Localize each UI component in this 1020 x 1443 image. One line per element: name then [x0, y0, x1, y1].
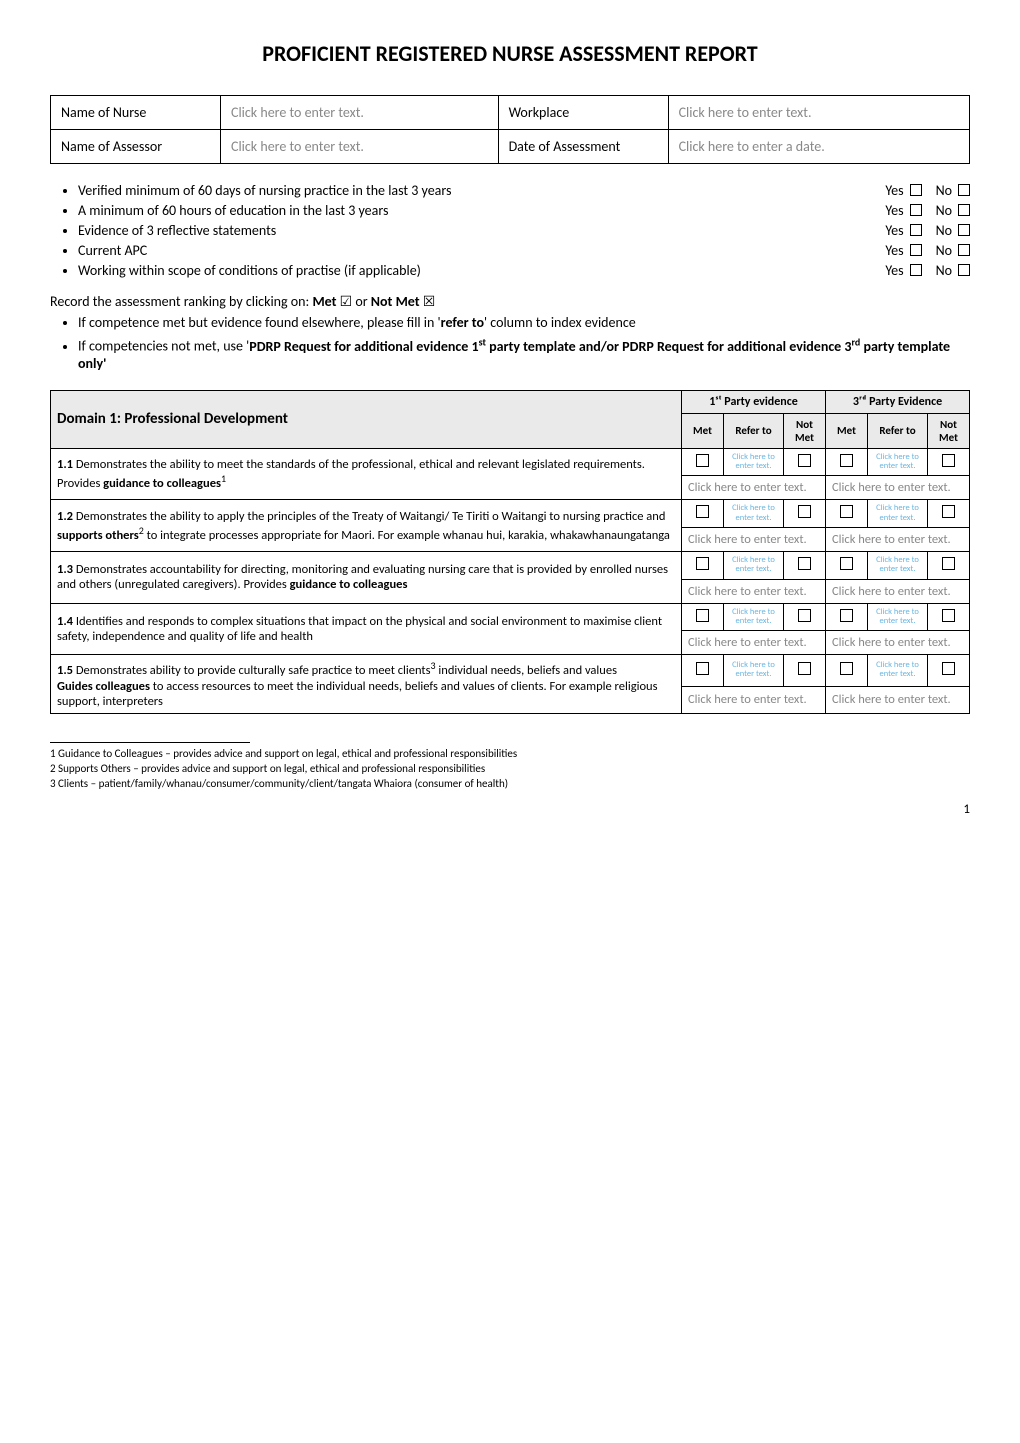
info-label: Name of Nurse [51, 96, 221, 130]
yes-checkbox[interactable] [910, 264, 922, 276]
evidence-entry[interactable]: Click here to enter text. [826, 579, 970, 603]
refer-to-cell[interactable]: Click here to enter text. [724, 552, 784, 580]
note-item: If competence met but evidence found els… [78, 314, 970, 331]
notmet-checkbox[interactable] [784, 448, 826, 476]
competency-matrix: Domain 1: Professional Development 1ˢᵗ P… [50, 390, 970, 714]
record-instruction: Record the assessment ranking by clickin… [50, 293, 970, 310]
evidence-entry[interactable]: Click here to enter text. [682, 528, 826, 552]
evidence-entry[interactable]: Click here to enter text. [826, 686, 970, 713]
notmet-checkbox[interactable] [928, 552, 970, 580]
checklist-item: Current APCYesNo [78, 242, 970, 259]
info-input[interactable]: Click here to enter text. [668, 96, 969, 130]
footnote-line: 1 Guidance to Colleagues – provides advi… [50, 747, 970, 760]
evidence-entry[interactable]: Click here to enter text. [826, 476, 970, 500]
evidence-entry[interactable]: Click here to enter text. [826, 631, 970, 655]
checklist-text: Evidence of 3 reflective statements [78, 222, 276, 239]
page-title: PROFICIENT REGISTERED NURSE ASSESSMENT R… [50, 40, 970, 67]
met-checkbox[interactable] [682, 603, 724, 631]
refer-to-cell[interactable]: Click here to enter text. [868, 500, 928, 528]
met-checkbox[interactable] [826, 603, 868, 631]
no-checkbox[interactable] [958, 184, 970, 196]
met-checkbox[interactable] [826, 655, 868, 686]
refer-to-cell[interactable]: Click here to enter text. [868, 448, 928, 476]
notmet-checkbox[interactable] [784, 500, 826, 528]
no-checkbox[interactable] [958, 224, 970, 236]
party1-group: 1ˢᵗ Party evidence [682, 390, 826, 413]
info-label: Workplace [498, 96, 668, 130]
notmet-checkbox[interactable] [928, 655, 970, 686]
met-checkbox[interactable] [682, 655, 724, 686]
yesno-checklist: Verified minimum of 60 days of nursing p… [50, 182, 970, 279]
checklist-item: Evidence of 3 reflective statementsYesNo [78, 222, 970, 239]
notmet-checkbox[interactable] [928, 500, 970, 528]
met-checkbox[interactable] [682, 500, 724, 528]
refer-to-cell[interactable]: Click here to enter text. [868, 603, 928, 631]
competency-desc: 1.1 Demonstrates the ability to meet the… [51, 448, 682, 500]
footnote-line: 2 Supports Others – provides advice and … [50, 762, 970, 775]
matrix-col-header: Not Met [928, 413, 970, 448]
notmet-checkbox[interactable] [928, 448, 970, 476]
info-input[interactable]: Click here to enter a date. [668, 130, 969, 164]
page-number: 1 [50, 802, 970, 817]
refer-to-cell[interactable]: Click here to enter text. [868, 552, 928, 580]
checklist-text: Working within scope of conditions of pr… [78, 262, 421, 279]
no-checkbox[interactable] [958, 264, 970, 276]
met-checkbox[interactable] [826, 448, 868, 476]
yes-checkbox[interactable] [910, 224, 922, 236]
info-label: Date of Assessment [498, 130, 668, 164]
notmet-checkbox[interactable] [784, 603, 826, 631]
matrix-col-header: Met [826, 413, 868, 448]
matrix-col-header: Not Met [784, 413, 826, 448]
info-input[interactable]: Click here to enter text. [221, 130, 499, 164]
met-checkbox[interactable] [682, 448, 724, 476]
competency-desc: 1.4 Identifies and responds to complex s… [51, 603, 682, 655]
yes-checkbox[interactable] [910, 244, 922, 256]
checklist-item: Verified minimum of 60 days of nursing p… [78, 182, 970, 199]
evidence-entry[interactable]: Click here to enter text. [682, 686, 826, 713]
no-checkbox[interactable] [958, 204, 970, 216]
footnotes: 1 Guidance to Colleagues – provides advi… [50, 747, 970, 790]
info-table: Name of NurseClick here to enter text.Wo… [50, 95, 970, 164]
refer-to-cell[interactable]: Click here to enter text. [868, 655, 928, 686]
met-checkbox[interactable] [826, 552, 868, 580]
matrix-col-header: Refer to [868, 413, 928, 448]
checklist-item: A minimum of 60 hours of education in th… [78, 202, 970, 219]
domain-heading: Domain 1: Professional Development [51, 390, 682, 448]
checklist-text: Current APC [78, 242, 147, 259]
footnote-separator [50, 742, 250, 743]
party3-group: 3ʳᵈ Party Evidence [826, 390, 970, 413]
matrix-col-header: Refer to [724, 413, 784, 448]
notmet-checkbox[interactable] [784, 552, 826, 580]
note-item: If competencies not met, use 'PDRP Reque… [78, 335, 970, 372]
info-label: Name of Assessor [51, 130, 221, 164]
evidence-entry[interactable]: Click here to enter text. [682, 579, 826, 603]
checklist-text: Verified minimum of 60 days of nursing p… [78, 182, 452, 199]
no-checkbox[interactable] [958, 244, 970, 256]
met-checkbox[interactable] [682, 552, 724, 580]
competency-desc: 1.5 Demonstrates ability to provide cult… [51, 655, 682, 713]
met-checkbox[interactable] [826, 500, 868, 528]
yes-checkbox[interactable] [910, 204, 922, 216]
checklist-text: A minimum of 60 hours of education in th… [78, 202, 388, 219]
refer-to-cell[interactable]: Click here to enter text. [724, 448, 784, 476]
yes-checkbox[interactable] [910, 184, 922, 196]
info-input[interactable]: Click here to enter text. [221, 96, 499, 130]
footnote-line: 3 Clients – patient/family/whanau/consum… [50, 777, 970, 790]
evidence-entry[interactable]: Click here to enter text. [682, 476, 826, 500]
competency-desc: 1.3 Demonstrates accountability for dire… [51, 552, 682, 604]
competency-desc: 1.2 Demonstrates the ability to apply th… [51, 500, 682, 552]
refer-to-cell[interactable]: Click here to enter text. [724, 655, 784, 686]
notes-list: If competence met but evidence found els… [50, 314, 970, 372]
evidence-entry[interactable]: Click here to enter text. [826, 528, 970, 552]
matrix-col-header: Met [682, 413, 724, 448]
evidence-entry[interactable]: Click here to enter text. [682, 631, 826, 655]
notmet-checkbox[interactable] [928, 603, 970, 631]
checklist-item: Working within scope of conditions of pr… [78, 262, 970, 279]
notmet-checkbox[interactable] [784, 655, 826, 686]
refer-to-cell[interactable]: Click here to enter text. [724, 500, 784, 528]
refer-to-cell[interactable]: Click here to enter text. [724, 603, 784, 631]
